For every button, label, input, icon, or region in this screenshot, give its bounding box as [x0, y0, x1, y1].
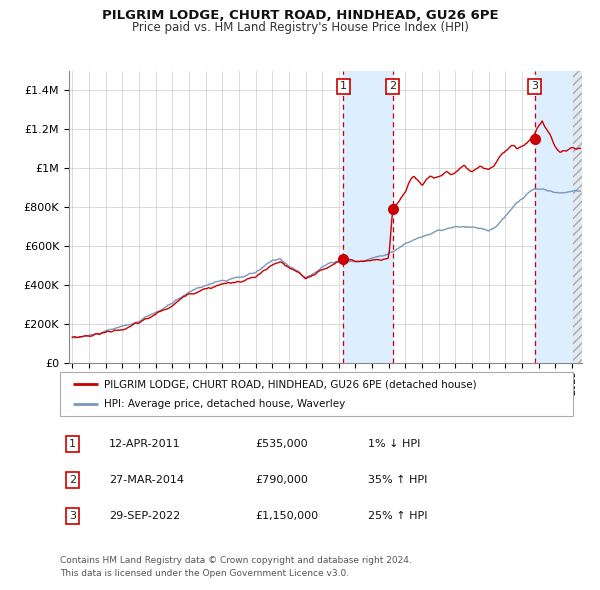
- Text: PILGRIM LODGE, CHURT ROAD, HINDHEAD, GU26 6PE: PILGRIM LODGE, CHURT ROAD, HINDHEAD, GU2…: [101, 9, 499, 22]
- Text: HPI: Average price, detached house, Waverley: HPI: Average price, detached house, Wave…: [104, 399, 345, 408]
- Text: Price paid vs. HM Land Registry's House Price Index (HPI): Price paid vs. HM Land Registry's House …: [131, 21, 469, 34]
- Text: 1: 1: [70, 440, 76, 449]
- Bar: [574, 71, 582, 363]
- Text: 2: 2: [69, 475, 76, 485]
- Text: 12-APR-2011: 12-APR-2011: [109, 440, 181, 449]
- Text: 1: 1: [340, 81, 347, 91]
- Bar: [535, 71, 582, 363]
- Text: 1% ↓ HPI: 1% ↓ HPI: [368, 440, 420, 449]
- Text: 3: 3: [531, 81, 538, 91]
- Text: £535,000: £535,000: [255, 440, 308, 449]
- Text: 27-MAR-2014: 27-MAR-2014: [109, 475, 184, 485]
- Text: 35% ↑ HPI: 35% ↑ HPI: [368, 475, 427, 485]
- Text: 25% ↑ HPI: 25% ↑ HPI: [368, 511, 427, 521]
- Text: PILGRIM LODGE, CHURT ROAD, HINDHEAD, GU26 6PE (detached house): PILGRIM LODGE, CHURT ROAD, HINDHEAD, GU2…: [104, 379, 476, 389]
- Text: Contains HM Land Registry data © Crown copyright and database right 2024.: Contains HM Land Registry data © Crown c…: [60, 556, 412, 565]
- Text: 2: 2: [389, 81, 397, 91]
- Text: 3: 3: [70, 511, 76, 521]
- Bar: [574, 71, 582, 363]
- FancyBboxPatch shape: [60, 372, 573, 416]
- Bar: [343, 71, 393, 363]
- Text: £790,000: £790,000: [255, 475, 308, 485]
- Text: This data is licensed under the Open Government Licence v3.0.: This data is licensed under the Open Gov…: [60, 569, 349, 578]
- Text: £1,150,000: £1,150,000: [255, 511, 318, 521]
- Text: 29-SEP-2022: 29-SEP-2022: [109, 511, 180, 521]
